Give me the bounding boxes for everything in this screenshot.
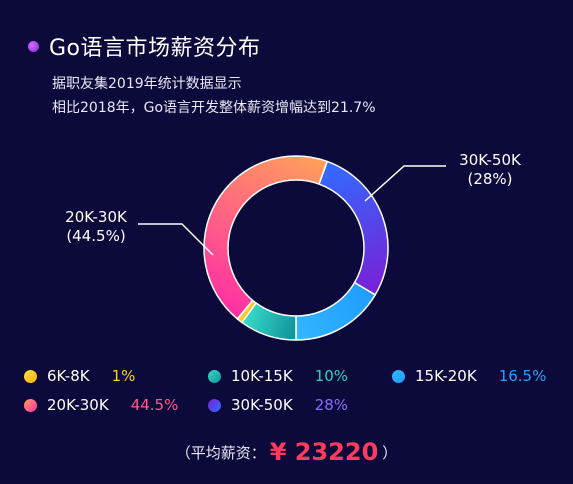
leader-line-30k-50k: [364, 165, 446, 202]
average-salary-prefix: （平均薪资：: [175, 444, 266, 462]
legend-label: 15K-20K: [415, 367, 477, 385]
title-row: Go语言市场薪资分布: [28, 30, 261, 62]
legend-swatch-6k-8k: [24, 369, 37, 383]
average-salary-value: ¥ 23220: [270, 438, 379, 466]
legend-percent: 1%: [111, 367, 136, 385]
legend-item-6k-8k: 6K-8K 1%: [24, 367, 135, 385]
callout-30k-50k-label: 30K-50K: [459, 151, 521, 169]
currency-symbol: ¥: [269, 438, 287, 466]
average-salary-suffix: ）: [382, 444, 398, 462]
salary-number: 23220: [294, 438, 379, 466]
legend-item-15k-20k: 15K-20K 16.5%: [392, 367, 546, 385]
legend-percent: 16.5%: [498, 367, 547, 385]
legend-swatch-30k-50k: [208, 398, 221, 412]
legend-label: 20K-30K: [47, 396, 109, 414]
callout-20k-30k: 20K-30K (44.5%): [58, 208, 134, 246]
legend-item-30k-50k: 30K-50K 28%: [208, 396, 348, 414]
donut-slice-15k-20k: [295, 281, 377, 341]
subtitle-line-2: 相比2018年，Go语言开发整体薪资增幅达到21.7%: [52, 100, 376, 116]
legend-label: 10K-15K: [231, 367, 293, 385]
leader-line-20k-30k: [138, 223, 214, 256]
callout-30k-50k: 30K-50K (28%): [452, 151, 528, 189]
legend-swatch-10k-15k: [208, 369, 221, 383]
legend-label: 6K-8K: [47, 367, 90, 385]
callout-20k-30k-label: 20K-30K: [65, 208, 127, 226]
chart-title: Go语言市场薪资分布: [49, 36, 261, 61]
donut-slice-30k-50k: [318, 160, 389, 296]
legend-label: 30K-50K: [231, 396, 293, 414]
legend-item-10k-15k: 10K-15K 10%: [208, 367, 348, 385]
donut-slice-20k-30k: [203, 155, 329, 320]
legend-item-20k-30k: 20K-30K 44.5%: [24, 396, 178, 414]
legend-percent: 28%: [314, 396, 349, 414]
callout-20k-30k-value: (44.5%): [66, 227, 126, 245]
subtitle-line-1: 据职友集2019年统计数据显示: [52, 76, 242, 92]
title-bullet-icon: [28, 40, 39, 52]
legend-swatch-15k-20k: [392, 369, 405, 383]
legend-percent: 10%: [314, 367, 349, 385]
callout-30k-50k-value: (28%): [467, 170, 513, 188]
legend-swatch-20k-30k: [24, 398, 37, 412]
average-salary: （平均薪资： ¥ 23220）: [0, 438, 573, 466]
legend-percent: 44.5%: [130, 396, 179, 414]
